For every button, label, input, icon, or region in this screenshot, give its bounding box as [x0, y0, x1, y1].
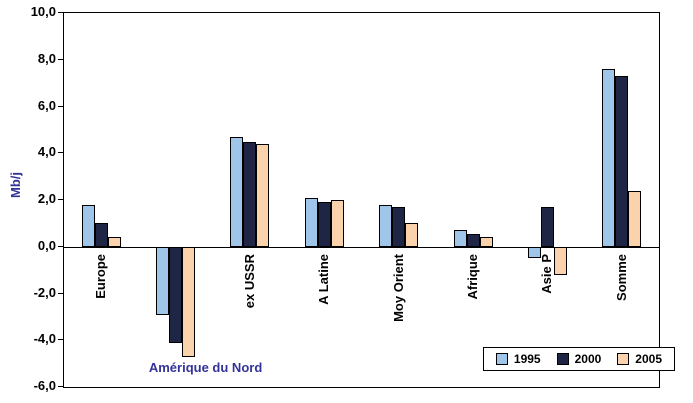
bar-2000-category-6	[540, 207, 554, 247]
y-tick-mark	[58, 152, 63, 154]
bar-2005-category-7	[628, 190, 642, 247]
bar-2005-category-2	[256, 143, 270, 247]
bar-1995-category-3	[304, 197, 318, 247]
category-label: ex USSR	[241, 253, 257, 308]
y-tick-label: -6,0	[33, 378, 56, 393]
y-tick-mark	[58, 199, 63, 200]
bar-1995-category-2	[230, 136, 244, 247]
y-tick-mark	[58, 58, 63, 60]
y-tick-mark	[58, 292, 63, 294]
legend-entry-2000: 2000	[556, 352, 602, 366]
legend: 1995 2000 2005	[482, 347, 675, 371]
y-tick-label: -2,0	[33, 284, 56, 300]
bar-2005-category-1	[182, 246, 196, 357]
bar-2000-category-3	[317, 202, 331, 247]
y-tick-label: -4,0	[33, 331, 56, 347]
bar-1995-category-5	[453, 230, 467, 247]
y-tick-mark	[58, 339, 63, 341]
y-tick-mark	[58, 245, 63, 247]
legend-label: 2000	[574, 352, 602, 366]
zero-axis-line	[64, 246, 659, 248]
category-label: Asie P	[539, 253, 555, 294]
category-label: A Latine	[316, 253, 332, 305]
y-tick-label: 10,0	[30, 4, 56, 19]
y-tick-mark	[58, 386, 63, 387]
bar-2000-category-4	[392, 207, 406, 247]
bar-2000-category-1	[169, 246, 183, 343]
legend-label: 1995	[513, 352, 541, 366]
bar-2005-category-6	[553, 246, 567, 275]
category-label: Afrique	[465, 253, 481, 300]
y-tick-label: 8,0	[37, 50, 56, 66]
bar-1995-category-7	[602, 69, 616, 247]
bar-2005-category-0	[107, 237, 121, 247]
category-label: Moy Orient	[390, 253, 406, 322]
legend-entry-2005: 2005	[617, 352, 662, 366]
y-tick-mark	[58, 12, 63, 13]
bar-2005-category-3	[330, 200, 344, 247]
legend-entry-1995: 1995	[495, 352, 541, 366]
legend-swatch-2005	[617, 353, 630, 365]
bar-1995-category-6	[527, 246, 541, 259]
legend-label: 2005	[635, 352, 662, 366]
legend-swatch-1995	[495, 353, 508, 365]
bar-1995-category-4	[379, 204, 393, 247]
y-tick-mark	[58, 105, 63, 107]
category-label: Europe	[93, 253, 109, 299]
y-tick-label: 4,0	[37, 144, 56, 160]
bar-2000-category-0	[94, 223, 108, 247]
bar-1995-category-1	[156, 246, 170, 315]
legend-swatch-2000	[556, 353, 569, 365]
bar-2005-category-4	[405, 223, 419, 247]
category-label: Amérique du Nord	[148, 359, 263, 375]
bar-2000-category-5	[466, 233, 480, 247]
bar-2005-category-5	[479, 237, 493, 247]
y-tick-label: 0,0	[37, 237, 56, 253]
y-tick-label: 2,0	[37, 191, 56, 206]
bar-2000-category-7	[615, 76, 629, 247]
bar-1995-category-0	[81, 204, 95, 247]
category-label: Somme	[613, 253, 629, 301]
y-tick-label: 6,0	[37, 97, 56, 113]
plot-area: Europe Amérique du Nord ex USSR A Latine Moy…	[63, 12, 660, 388]
bar-2000-category-2	[243, 141, 257, 247]
